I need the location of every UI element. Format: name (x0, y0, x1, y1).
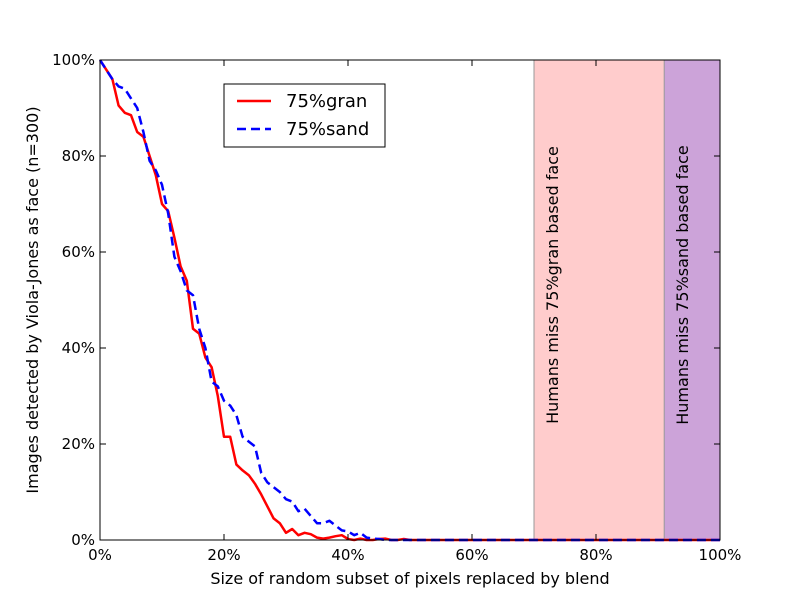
y-tick-label-2: 40% (62, 339, 95, 357)
region-labels: Humans miss 75%gran based face Humans mis… (543, 145, 692, 424)
y-tick-label-1: 20% (62, 435, 95, 453)
x-tick-label-0: 0% (88, 546, 112, 564)
x-tick-label-1: 20% (207, 546, 240, 564)
shaded-region-2 (664, 60, 720, 540)
y-axis-label: Images detected by Viola-Jones as face (… (23, 106, 42, 493)
x-tick-label-3: 60% (455, 546, 488, 564)
x-tick-label-5: 100% (699, 546, 742, 564)
legend-label-2: 75%sand (286, 119, 369, 140)
region-label-2: Humans miss 75%sand based face (673, 145, 692, 424)
y-tick-label-0: 0% (71, 531, 95, 549)
region-label-1: Humans miss 75%gran based face (543, 146, 562, 424)
x-tick-label-4: 80% (579, 546, 612, 564)
axis-ticks (99, 59, 721, 541)
series-line-2 (98, 59, 720, 542)
legend: 75%gran 75%sand (223, 83, 386, 148)
plot-area-frame (99, 59, 721, 541)
y-tick-label-5: 100% (52, 51, 95, 69)
y-tick-label-4: 80% (62, 147, 95, 165)
legend-label-1: 75%gran (286, 91, 367, 112)
shaded-regions (533, 60, 720, 540)
y-tick-label-3: 60% (62, 243, 95, 261)
x-tick-label-2: 40% (331, 546, 364, 564)
shaded-region-1 (534, 60, 665, 540)
x-axis-label: Size of random subset of pixels replaced… (210, 569, 609, 588)
axis-tick-labels: 0% 20% 40% 60% 80% 100% 0% 20% 40% 60% 80% 100% (52, 51, 741, 564)
legend-box (223, 83, 386, 148)
